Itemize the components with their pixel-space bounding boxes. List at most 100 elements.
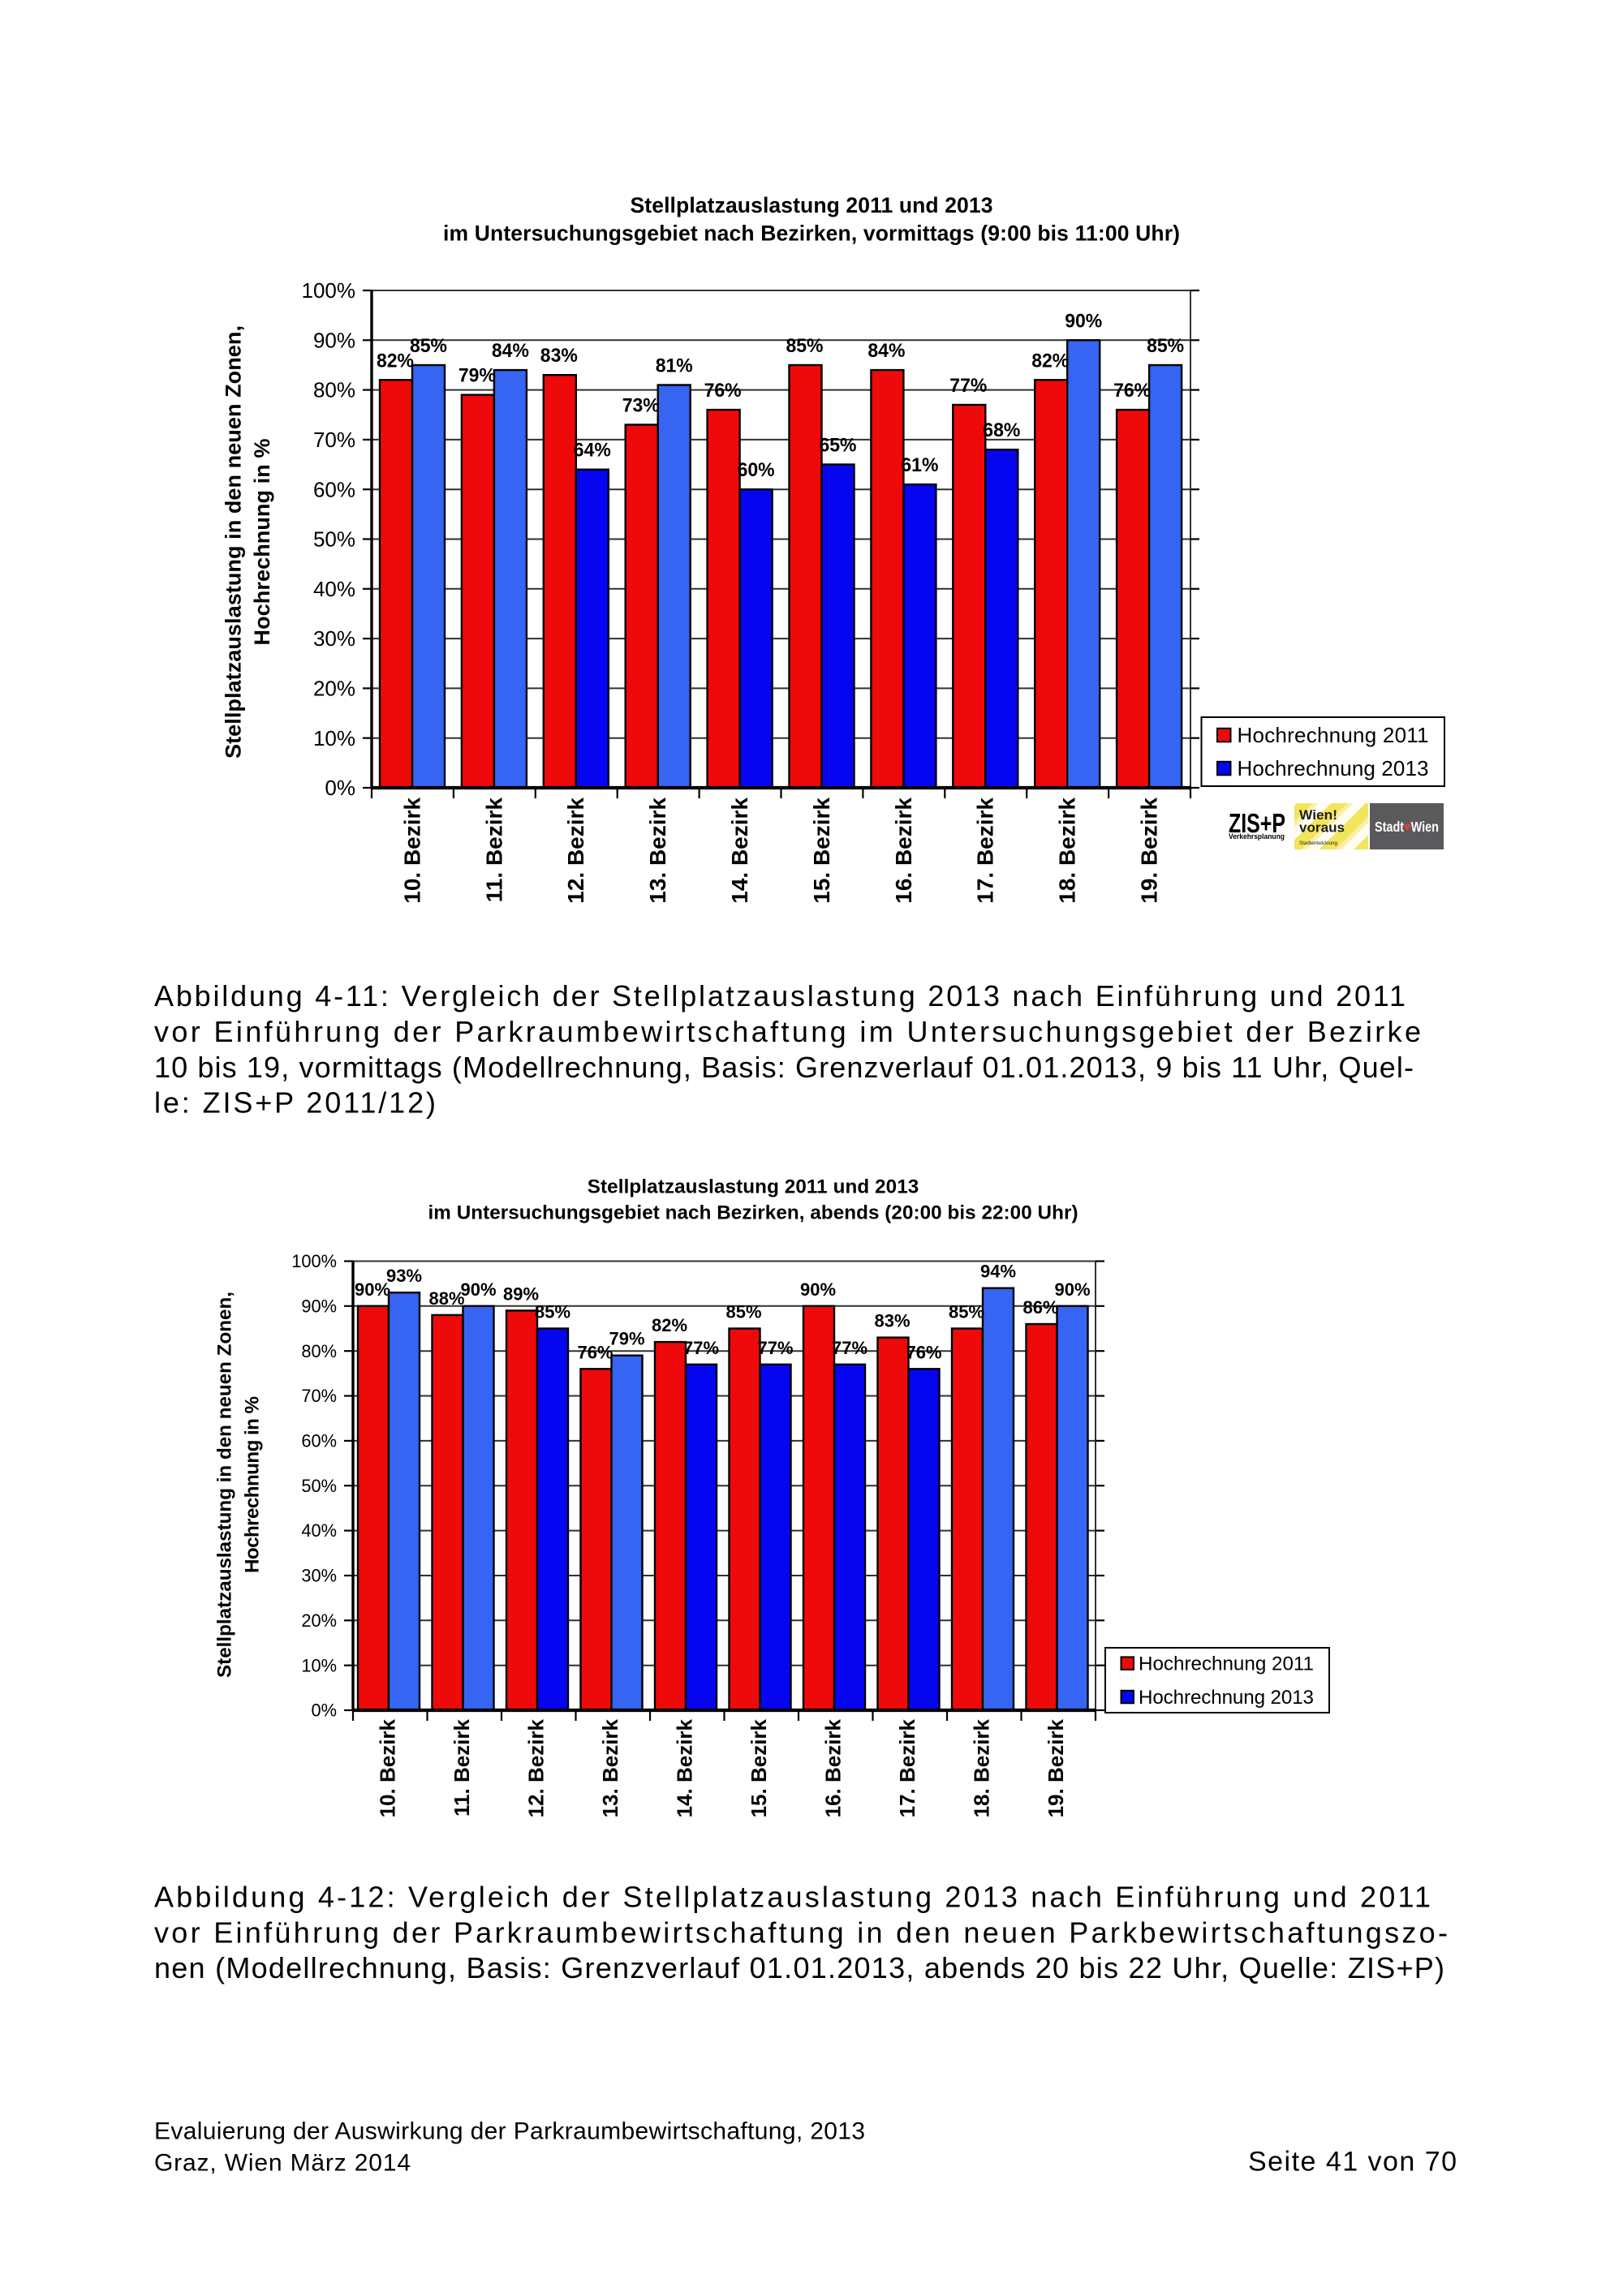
svg-text:85%: 85%	[535, 1302, 570, 1322]
svg-text:82%: 82%	[652, 1315, 687, 1335]
svg-text:68%: 68%	[983, 419, 1020, 441]
svg-text:77%: 77%	[832, 1338, 867, 1358]
svg-text:Wien!: Wien!	[1299, 808, 1337, 823]
svg-text:0%: 0%	[311, 1701, 337, 1721]
svg-text:40%: 40%	[313, 577, 355, 601]
svg-text:88%: 88%	[429, 1288, 465, 1309]
svg-text:le: ZIS+P 2011/12): le: ZIS+P 2011/12)	[154, 1086, 436, 1120]
svg-text:90%: 90%	[1065, 310, 1102, 332]
svg-text:16. Bezirk: 16. Bezirk	[821, 1718, 846, 1817]
svg-text:30%: 30%	[313, 626, 355, 651]
svg-text:Stellplatzauslastung in den ne: Stellplatzauslastung in den neuen Zonen,	[222, 325, 246, 759]
svg-text:15. Bezirk: 15. Bezirk	[809, 798, 834, 904]
svg-text:17. Bezirk: 17. Bezirk	[973, 798, 998, 904]
svg-text:73%: 73%	[622, 395, 660, 417]
svg-text:89%: 89%	[503, 1283, 539, 1304]
svg-text:ZIS+P: ZIS+P	[1229, 808, 1285, 838]
svg-text:77%: 77%	[949, 375, 987, 397]
svg-text:84%: 84%	[867, 340, 905, 362]
svg-text:18. Bezirk: 18. Bezirk	[1055, 798, 1080, 904]
svg-text:Hochrechnung in %: Hochrechnung in %	[241, 1396, 263, 1573]
svg-text:12. Bezirk: 12. Bezirk	[524, 1718, 549, 1817]
svg-text:85%: 85%	[1147, 335, 1184, 357]
svg-text:70%: 70%	[301, 1386, 337, 1406]
svg-text:61%: 61%	[901, 454, 938, 476]
svg-text:85%: 85%	[949, 1302, 984, 1322]
svg-text:Stellplatzauslastung 2011 und: Stellplatzauslastung 2011 und 2013	[588, 1176, 919, 1197]
svg-text:im Untersuchungsgebiet nach Be: im Untersuchungsgebiet nach Bezirken, ab…	[428, 1202, 1078, 1224]
svg-text:19. Bezirk: 19. Bezirk	[1137, 798, 1162, 904]
svg-text:vor Einführung der Parkraumbew: vor Einführung der Parkraumbewirtschaftu…	[154, 1015, 1421, 1048]
svg-text:14. Bezirk: 14. Bezirk	[673, 1718, 697, 1817]
svg-text:90%: 90%	[355, 1279, 390, 1300]
svg-text:82%: 82%	[377, 350, 414, 372]
svg-text:85%: 85%	[410, 335, 447, 357]
svg-text:85%: 85%	[726, 1302, 762, 1322]
svg-text:60%: 60%	[301, 1431, 337, 1451]
svg-text:64%: 64%	[574, 440, 611, 462]
svg-text:0%: 0%	[325, 776, 355, 800]
svg-text:15. Bezirk: 15. Bezirk	[747, 1718, 771, 1817]
svg-text:Seite 41 von 70: Seite 41 von 70	[1248, 2146, 1457, 2177]
svg-text:70%: 70%	[313, 428, 355, 452]
svg-text:Hochrechnung 2013: Hochrechnung 2013	[1238, 756, 1429, 780]
svg-text:83%: 83%	[540, 345, 578, 367]
svg-text:85%: 85%	[786, 335, 824, 357]
svg-text:50%: 50%	[301, 1476, 337, 1496]
svg-text:nen (Modellrechnung, Basis: Gr: nen (Modellrechnung, Basis: Grenzverlauf…	[154, 1951, 1444, 1984]
svg-text:14. Bezirk: 14. Bezirk	[727, 798, 752, 904]
svg-text:16. Bezirk: 16. Bezirk	[891, 798, 916, 904]
svg-text:20%: 20%	[313, 677, 355, 701]
svg-text:90%: 90%	[800, 1279, 836, 1300]
svg-text:76%: 76%	[578, 1342, 613, 1362]
svg-text:84%: 84%	[492, 340, 529, 362]
svg-text:17. Bezirk: 17. Bezirk	[895, 1718, 919, 1817]
svg-text:10. Bezirk: 10. Bezirk	[399, 798, 424, 904]
svg-text:Hochrechnung 2011: Hochrechnung 2011	[1139, 1653, 1314, 1675]
svg-text:10%: 10%	[301, 1655, 337, 1675]
svg-text:Hochrechnung 2011: Hochrechnung 2011	[1238, 723, 1429, 747]
svg-text:Stadtentwicklung: Stadtentwicklung	[1299, 841, 1338, 846]
svg-text:10 bis 19, vormittags (Modellr: 10 bis 19, vormittags (Modellrechnung, B…	[154, 1051, 1414, 1084]
svg-text:im Untersuchungsgebiet nach Be: im Untersuchungsgebiet nach Bezirken, vo…	[443, 221, 1180, 246]
svg-text:10. Bezirk: 10. Bezirk	[376, 1718, 400, 1817]
svg-text:77%: 77%	[683, 1338, 719, 1358]
svg-text:76%: 76%	[1113, 380, 1151, 402]
svg-text:Evaluierung der Auswirkung der: Evaluierung der Auswirkung der Parkraumb…	[154, 2118, 865, 2145]
svg-text:90%: 90%	[1055, 1279, 1091, 1300]
svg-text:voraus: voraus	[1299, 821, 1345, 836]
svg-text:81%: 81%	[656, 355, 693, 377]
svg-text:76%: 76%	[906, 1342, 942, 1362]
svg-text:Stadt♥Wien: Stadt♥Wien	[1375, 819, 1439, 835]
svg-text:40%: 40%	[301, 1520, 337, 1541]
svg-text:Hochrechnung 2013: Hochrechnung 2013	[1139, 1687, 1314, 1709]
svg-text:11. Bezirk: 11. Bezirk	[481, 798, 506, 903]
svg-text:18. Bezirk: 18. Bezirk	[970, 1718, 994, 1817]
svg-text:79%: 79%	[609, 1329, 645, 1349]
svg-text:60%: 60%	[313, 477, 355, 501]
svg-text:vor Einführung der Parkraumbew: vor Einführung der Parkraumbewirtschaftu…	[154, 1915, 1448, 1949]
svg-text:13. Bezirk: 13. Bezirk	[598, 1718, 622, 1817]
svg-text:76%: 76%	[704, 380, 742, 402]
svg-text:60%: 60%	[738, 459, 775, 481]
svg-text:77%: 77%	[758, 1338, 794, 1358]
svg-text:80%: 80%	[301, 1341, 337, 1361]
svg-text:82%: 82%	[1031, 350, 1069, 372]
svg-text:20%: 20%	[301, 1610, 337, 1631]
svg-text:100%: 100%	[302, 278, 356, 303]
svg-text:90%: 90%	[313, 328, 355, 352]
svg-text:100%: 100%	[291, 1251, 337, 1271]
svg-text:94%: 94%	[980, 1262, 1016, 1282]
svg-text:93%: 93%	[386, 1266, 422, 1286]
svg-text:Abbildung 4-12: Vergleich der: Abbildung 4-12: Vergleich der Stellplatz…	[154, 1880, 1431, 1913]
svg-text:11. Bezirk: 11. Bezirk	[450, 1718, 474, 1817]
svg-text:83%: 83%	[875, 1311, 911, 1331]
svg-text:86%: 86%	[1023, 1297, 1059, 1318]
svg-text:Stellplatzauslastung in den ne: Stellplatzauslastung in den neuen Zonen,	[213, 1292, 235, 1678]
svg-text:80%: 80%	[313, 378, 355, 402]
svg-text:Abbildung 4-11: Vergleich der: Abbildung 4-11: Vergleich der Stellplatz…	[154, 979, 1406, 1013]
svg-text:12. Bezirk: 12. Bezirk	[563, 798, 588, 904]
svg-text:Stellplatzauslastung 2011 und: Stellplatzauslastung 2011 und 2013	[631, 193, 993, 217]
svg-text:Graz, Wien März 2014: Graz, Wien März 2014	[154, 2149, 411, 2176]
svg-text:65%: 65%	[820, 435, 857, 457]
